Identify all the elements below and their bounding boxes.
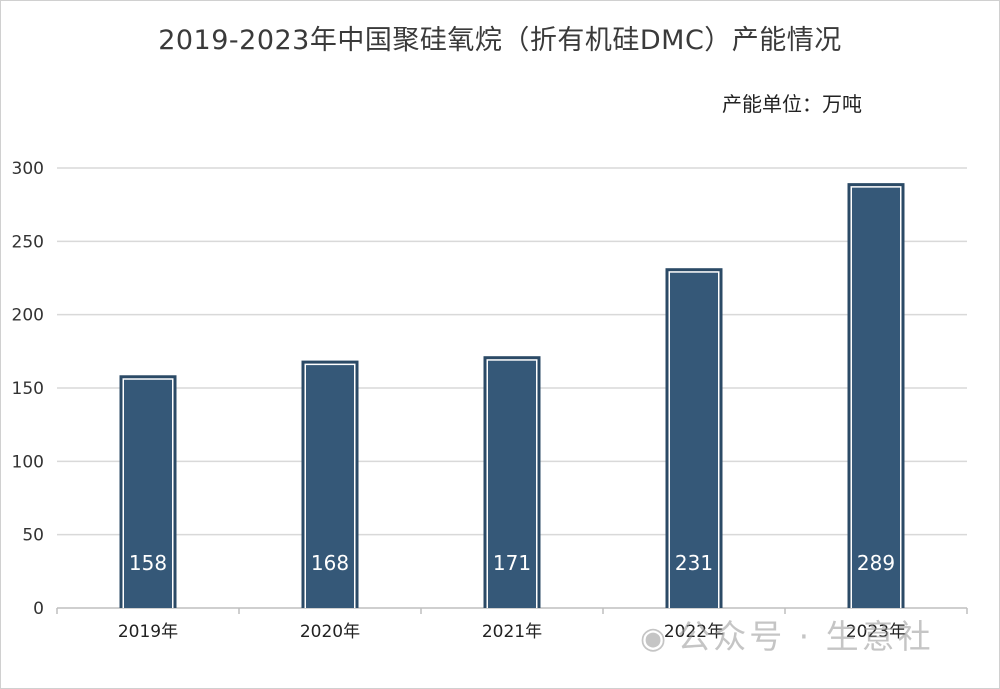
chart-title: 2019-2023年中国聚硅氧烷（折有机硅DMC）产能情况 (158, 25, 842, 56)
bar (306, 365, 354, 608)
data-label: 231 (675, 551, 713, 575)
bar (488, 360, 536, 608)
watermark-text: 公众号 · 生意社 (677, 617, 934, 656)
unit-note: 产能单位：万吨 (722, 92, 862, 116)
data-label: 168 (311, 551, 349, 575)
data-label: 158 (129, 551, 167, 575)
bar (124, 379, 172, 608)
y-tick-label: 300 (12, 159, 44, 179)
x-tick-label: 2022年 (664, 622, 724, 642)
x-tick-label: 2023年 (846, 622, 906, 642)
data-label: 289 (857, 551, 895, 575)
data-label: 171 (493, 551, 531, 575)
x-tick-label: 2020年 (300, 622, 360, 642)
y-tick-label: 150 (12, 379, 44, 399)
watermark: ◉ 公众号 · 生意社 (640, 610, 980, 670)
y-tick-label: 0 (33, 599, 44, 619)
wechat-icon: ◉ (640, 621, 670, 656)
y-tick-label: 250 (12, 232, 44, 252)
y-tick-label: 50 (22, 526, 44, 546)
bar (852, 187, 900, 608)
x-tick-label: 2021年 (482, 622, 542, 642)
y-tick-label: 200 (12, 306, 44, 326)
y-tick-label: 100 (12, 452, 44, 472)
bar (670, 272, 718, 608)
x-tick-label: 2019年 (118, 622, 178, 642)
